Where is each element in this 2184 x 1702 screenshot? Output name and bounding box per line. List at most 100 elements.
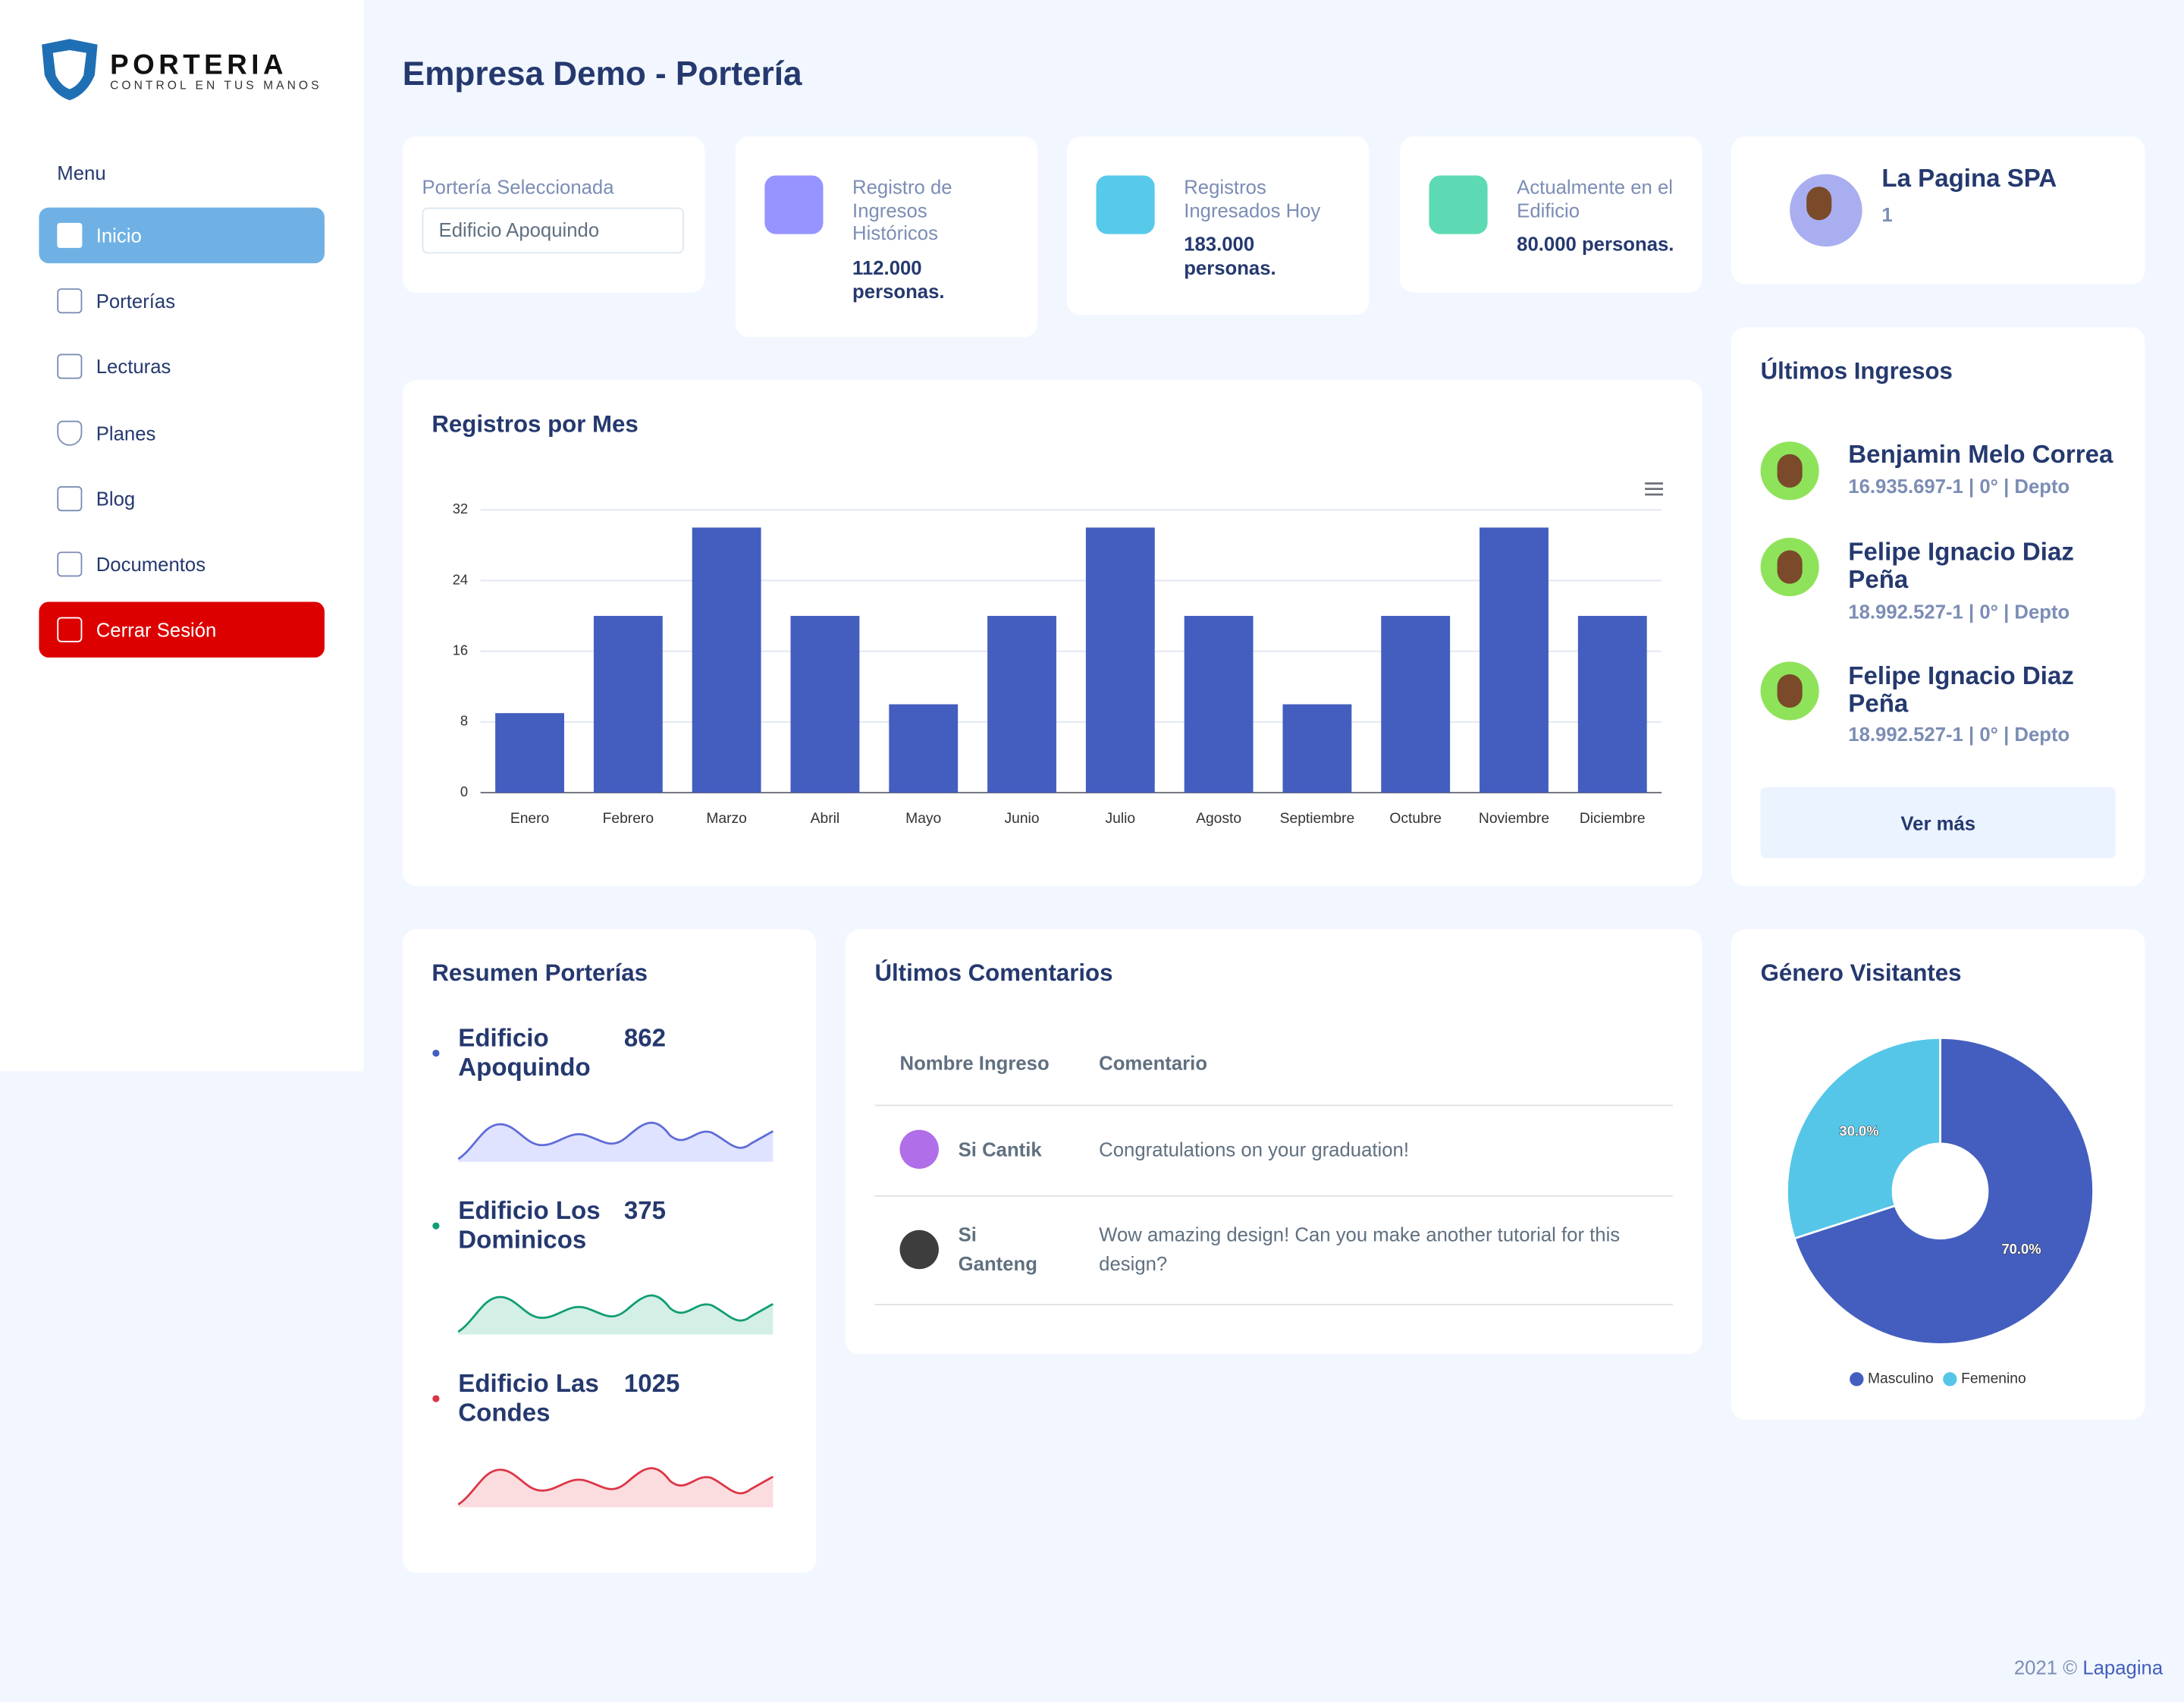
stat-label: Registro de Ingresos Históricos 112.000 p…: [852, 175, 1012, 303]
x-tick-label: Julio: [1106, 811, 1136, 827]
pie-slice: [1793, 1036, 2095, 1346]
x-tick-label: Marzo: [706, 811, 747, 827]
menu-icon: [57, 222, 83, 248]
see-more-button[interactable]: Ver más: [1760, 787, 2116, 859]
summary-value: 375: [623, 1196, 667, 1225]
entry-detail: 18.992.527-1 | 0° | Depto: [1848, 723, 2070, 746]
slice-label: 70.0%: [2001, 1241, 2041, 1257]
y-tick-label: 32: [453, 501, 468, 517]
bar: [1085, 527, 1155, 793]
card-title: Últimos Comentarios: [874, 959, 1113, 987]
summary-value: 862: [623, 1023, 667, 1052]
logo-tagline: CONTROL EN TUS MANOS: [110, 77, 322, 93]
entry-avatar: [1760, 661, 1819, 721]
card-title: Últimos Ingresos: [1760, 358, 1953, 385]
chart-title: Género Visitantes: [1760, 959, 1962, 987]
entry-avatar: [1760, 441, 1819, 501]
pie-chart-card: Género Visitantes 70.0% 30.0% Masculino Fem…: [1731, 929, 2145, 1420]
entry-avatar: [1760, 537, 1819, 597]
menu-item[interactable]: Inicio: [39, 207, 325, 264]
legend-label: Femenino: [1961, 1371, 2026, 1386]
entry-detail: 16.935.697-1 | 0° | Depto: [1848, 475, 2070, 498]
profile-id: 1: [1881, 203, 1893, 226]
logo-shield: [42, 39, 98, 101]
bar: [692, 527, 761, 793]
bar-chart: 0 8 16 24 32 Enero Febrero Marzo Abril Mayo Junio J…: [453, 482, 1664, 827]
menu-item[interactable]: Documentos: [39, 536, 325, 592]
menu-icon: [57, 617, 83, 642]
menu-item[interactable]: Blog: [39, 471, 325, 526]
menu-icon: [57, 288, 83, 314]
stat-icon: [1096, 175, 1155, 234]
summary-card: Resumen Porterías Edificio Apoquindo 862…: [402, 929, 817, 1573]
x-tick-label: Noviembre: [1479, 811, 1549, 827]
pie-chart: 70.0% 30.0% Masculino Femenino: [1786, 1036, 2095, 1386]
bar: [790, 616, 860, 793]
menu-item[interactable]: Porterías: [39, 273, 325, 328]
sidebar: PORTERIA CONTROL EN TUS MANOS Menu Inici…: [0, 0, 364, 1072]
bar: [1282, 704, 1352, 793]
menu-label: Menu: [57, 162, 106, 184]
slice-label: 30.0%: [1840, 1123, 1879, 1138]
summary-name: Edificio Apoquindo: [458, 1023, 591, 1082]
y-tick-label: 24: [453, 571, 468, 587]
stat-label-text: Registros Ingresados Hoy: [1184, 175, 1321, 221]
menu-item[interactable]: Planes: [39, 405, 325, 460]
selector-label: Portería Seleccionada: [422, 175, 614, 198]
sparklines: [432, 1049, 774, 1508]
bar: [495, 713, 564, 793]
bar: [593, 616, 663, 793]
stat-label: Registros Ingresados Hoy 183.000 personas…: [1184, 175, 1344, 280]
footer-link[interactable]: Lapagina: [2082, 1656, 2164, 1679]
x-tick-label: Diciembre: [1580, 811, 1646, 827]
profile-avatar: [1790, 174, 1862, 247]
card-title: Resumen Porterías: [431, 959, 648, 987]
comment-text: Wow amazing design! Can you make another…: [1099, 1223, 1621, 1275]
menu-text: Inicio: [96, 224, 142, 247]
table-rule: [874, 1104, 1673, 1107]
summary-name: Edificio Los Dominicos: [458, 1196, 601, 1255]
stat-icon: [1429, 175, 1488, 234]
menu-text: Porterías: [96, 290, 176, 312]
logout-button[interactable]: Cerrar Sesión: [39, 601, 325, 658]
stat-value: 183.000 personas.: [1184, 232, 1276, 279]
menu-icon: [57, 551, 83, 577]
y-tick-label: 0: [460, 783, 468, 799]
bar: [1381, 616, 1451, 793]
stat-label: Actualmente en el Edificio 80.000 persona…: [1517, 175, 1691, 256]
entry-detail: 18.992.527-1 | 0° | Depto: [1848, 600, 2070, 623]
y-tick-label: 16: [453, 642, 468, 658]
stat-icon: [764, 175, 824, 234]
bar: [1184, 616, 1254, 793]
comments-card: Últimos Comentarios Nombre Ingreso Comen…: [845, 929, 1702, 1355]
pie-slice: [1786, 1036, 1941, 1240]
bar: [1480, 527, 1549, 793]
bar: [889, 704, 959, 793]
table-rule: [874, 1304, 1673, 1305]
bar: [1577, 616, 1647, 793]
table-header: Nombre Ingreso: [899, 1051, 1050, 1075]
stat-value: 80.000 personas.: [1517, 232, 1674, 256]
menu-text: Planes: [96, 422, 156, 444]
menu-icon: [57, 353, 83, 379]
comment-name: Si Ganteng: [958, 1223, 1037, 1275]
legend-label: Masculino: [1868, 1371, 1934, 1386]
table-rule: [874, 1195, 1673, 1197]
menu-text: Blog: [96, 487, 136, 510]
entry-name: Benjamin Melo Correa: [1848, 440, 2113, 469]
menu-item[interactable]: Lecturas: [39, 338, 325, 394]
x-tick-label: Abril: [811, 811, 840, 827]
latest-entries-card: Últimos Ingresos Benjamin Melo Correa 16…: [1731, 327, 2145, 887]
entry-name: Felipe Ignacio Diaz Peña: [1848, 661, 2074, 718]
x-tick-label: Octubre: [1389, 811, 1442, 827]
chart-menu-icon[interactable]: [1645, 482, 1664, 496]
menu-icon: [57, 420, 83, 446]
x-tick-label: Septiembre: [1280, 811, 1355, 827]
profile-name: La Pagina SPA: [1881, 164, 2057, 193]
selector-input[interactable]: Edificio Apoquindo: [422, 207, 684, 254]
legend-marker: [1943, 1372, 1957, 1386]
chart-title: Registros por Mes: [431, 410, 639, 438]
stat-value: 112.000 personas.: [852, 256, 945, 302]
